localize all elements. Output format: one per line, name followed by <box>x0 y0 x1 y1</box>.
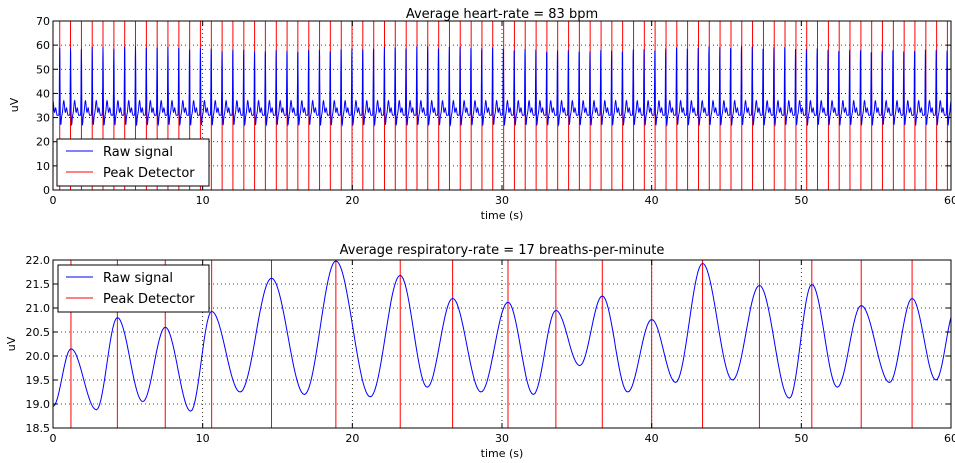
y-tick-label: 60 <box>36 39 50 52</box>
heart-rate-legend: Raw signal Peak Detector <box>56 138 210 187</box>
y-tick-label: 20.5 <box>26 326 51 339</box>
heart-rate-title: Average heart-rate = 83 bpm <box>406 7 598 22</box>
x-tick-label: 0 <box>50 432 57 445</box>
x-tick-label: 60 <box>944 194 955 207</box>
raw-signal-line <box>52 46 952 127</box>
y-tick-label: 18.5 <box>26 422 51 435</box>
x-tick-label: 40 <box>645 194 659 207</box>
x-tick-label: 20 <box>345 432 359 445</box>
respiratory-rate-legend: Raw signal Peak Detector <box>57 264 210 313</box>
y-tick-label: 21.5 <box>26 278 51 291</box>
y-tick-label: 40 <box>36 87 50 100</box>
legend-peak-detector-label: Peak Detector <box>103 166 195 181</box>
y-tick-label: 20 <box>36 136 50 149</box>
y-tick-label: 19.5 <box>26 374 51 387</box>
legend-raw-signal-label: Raw signal <box>103 145 173 160</box>
y-tick-label: 30 <box>36 112 50 125</box>
x-tick-label: 40 <box>645 432 659 445</box>
x-tick-label: 0 <box>50 194 57 207</box>
x-tick-label: 30 <box>495 194 509 207</box>
x-tick-label: 50 <box>794 432 808 445</box>
raw-signal-line <box>52 260 952 412</box>
y-tick-label: 21.0 <box>26 302 51 315</box>
y-tick-label: 22.0 <box>26 254 51 267</box>
y-tick-label: 10 <box>36 160 50 173</box>
y-tick-label: 20.0 <box>26 350 51 363</box>
x-tick-label: 20 <box>345 194 359 207</box>
heart-rate-xlabel: time (s) <box>481 209 524 222</box>
x-tick-label: 50 <box>794 194 808 207</box>
x-tick-label: 30 <box>495 432 509 445</box>
heart-rate-axes-frame <box>52 20 952 191</box>
y-tick-label: 50 <box>36 63 50 76</box>
heart-rate-ylabel: uV <box>8 97 21 112</box>
heart-rate-chart: Average heart-rate = 83 bpm time (s) uV … <box>8 7 955 222</box>
x-tick-label: 10 <box>196 194 210 207</box>
x-tick-label: 10 <box>196 432 210 445</box>
x-tick-label: 60 <box>944 432 955 445</box>
respiratory-rate-ticks: 0 10 20 30 40 50 60 18.5 19.0 19.5 20.0 20.5 21.0 21.… <box>26 254 955 445</box>
legend-peak-detector-label: Peak Detector <box>103 292 195 307</box>
legend-box <box>57 264 210 313</box>
respiratory-rate-xlabel: time (s) <box>481 447 524 460</box>
legend-raw-signal-label: Raw signal <box>103 271 173 286</box>
respiratory-rate-chart: Average respiratory-rate = 17 breaths-pe… <box>5 243 955 460</box>
heart-rate-signal <box>52 46 952 127</box>
respiratory-rate-ylabel: uV <box>5 336 18 351</box>
respiratory-rate-signal <box>52 260 952 412</box>
y-tick-label: 0 <box>43 184 50 197</box>
y-tick-label: 19.0 <box>26 398 51 411</box>
heart-rate-ticks: 0 10 20 30 40 50 60 0 10 20 30 40 50 60 70 <box>36 15 955 207</box>
respiratory-rate-title: Average respiratory-rate = 17 breaths-pe… <box>340 243 665 258</box>
legend-box <box>56 138 210 187</box>
respiratory-rate-axes-frame <box>52 259 952 429</box>
y-tick-label: 70 <box>36 15 50 28</box>
